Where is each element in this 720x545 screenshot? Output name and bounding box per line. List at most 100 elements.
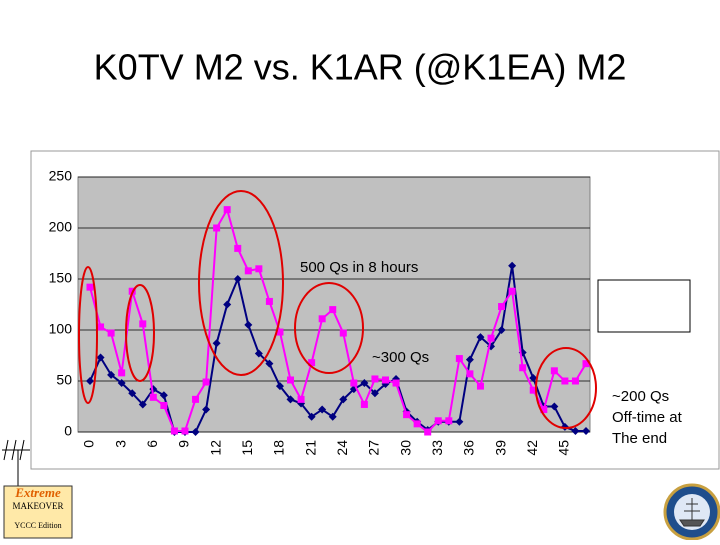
logo-left: Extreme MAKEOVER YCCC Edition bbox=[2, 439, 73, 539]
point bbox=[159, 391, 168, 400]
point bbox=[286, 395, 295, 404]
point bbox=[455, 417, 464, 426]
point bbox=[571, 426, 580, 435]
point bbox=[170, 427, 178, 435]
point bbox=[434, 417, 442, 425]
point bbox=[360, 379, 369, 388]
point bbox=[329, 306, 337, 314]
point bbox=[244, 320, 253, 329]
x-tick-label: 36 bbox=[461, 440, 477, 456]
point bbox=[297, 395, 305, 403]
point bbox=[118, 369, 126, 377]
x-tick-label: 30 bbox=[397, 440, 413, 456]
point bbox=[308, 359, 316, 367]
x-tick-label: 6 bbox=[144, 440, 160, 448]
point bbox=[413, 420, 421, 428]
point bbox=[97, 323, 105, 331]
point bbox=[96, 353, 105, 362]
logo-title: Extreme bbox=[14, 485, 61, 500]
point bbox=[202, 378, 210, 386]
logo-right bbox=[663, 483, 720, 541]
highlight-ellipses bbox=[78, 190, 597, 429]
point bbox=[392, 379, 400, 387]
point bbox=[128, 389, 137, 398]
point bbox=[487, 334, 495, 342]
point bbox=[191, 428, 200, 436]
slide-title: K0TV M2 vs. K1AR (@K1EA) M2 bbox=[94, 47, 627, 88]
point bbox=[571, 377, 579, 385]
point bbox=[255, 265, 263, 273]
point bbox=[86, 377, 94, 385]
point bbox=[149, 393, 157, 401]
legend-box bbox=[597, 279, 691, 333]
point bbox=[508, 287, 516, 295]
annotation: ~200 Qs bbox=[612, 388, 669, 405]
annotation: Off-time at bbox=[612, 409, 683, 426]
point bbox=[234, 244, 242, 252]
point bbox=[223, 300, 232, 309]
x-tick-label: 0 bbox=[81, 440, 97, 448]
point bbox=[465, 355, 474, 364]
point bbox=[181, 427, 189, 435]
point bbox=[117, 379, 126, 388]
y-tick-label: 100 bbox=[49, 321, 73, 337]
logo-text: MAKEOVER bbox=[13, 501, 64, 511]
point bbox=[370, 389, 379, 398]
point bbox=[476, 382, 484, 390]
point bbox=[107, 370, 116, 379]
y-tick-label: 0 bbox=[64, 423, 72, 439]
point bbox=[540, 406, 548, 414]
point bbox=[403, 411, 411, 419]
point bbox=[233, 275, 242, 283]
x-tick-label: 21 bbox=[302, 440, 318, 456]
point bbox=[498, 303, 506, 311]
point bbox=[371, 375, 379, 383]
x-tick-label: 33 bbox=[429, 440, 445, 456]
y-tick-label: 200 bbox=[49, 219, 73, 235]
point bbox=[529, 386, 537, 394]
x-tick-label: 15 bbox=[239, 440, 255, 456]
annotation: 500 Qs in 8 hours bbox=[300, 259, 418, 276]
point bbox=[276, 328, 284, 336]
point bbox=[360, 400, 368, 408]
point bbox=[86, 283, 94, 291]
point bbox=[265, 359, 274, 368]
point bbox=[476, 333, 485, 342]
x-tick-label: 24 bbox=[334, 440, 350, 456]
point bbox=[244, 267, 252, 275]
point bbox=[202, 405, 211, 414]
point bbox=[445, 417, 453, 425]
point bbox=[466, 370, 474, 378]
point bbox=[339, 329, 347, 337]
x-tick-label: 27 bbox=[366, 440, 382, 456]
point bbox=[497, 326, 506, 334]
point bbox=[160, 401, 168, 409]
point bbox=[223, 206, 231, 214]
x-tick-label: 3 bbox=[112, 440, 128, 448]
point bbox=[381, 376, 389, 384]
annotation: The end bbox=[612, 430, 667, 447]
point bbox=[192, 395, 200, 403]
annotation: ~300 Qs bbox=[372, 349, 429, 366]
point bbox=[318, 405, 327, 414]
point bbox=[212, 339, 221, 348]
x-tick-label: 42 bbox=[524, 440, 540, 456]
point bbox=[287, 376, 295, 384]
x-tick-label: 12 bbox=[207, 440, 223, 456]
y-tick-label: 250 bbox=[49, 168, 73, 184]
point bbox=[508, 261, 517, 270]
point bbox=[213, 224, 221, 232]
point bbox=[550, 402, 559, 411]
point bbox=[254, 349, 263, 358]
point bbox=[339, 395, 348, 404]
point bbox=[275, 382, 284, 391]
point bbox=[455, 355, 463, 363]
point bbox=[550, 367, 558, 375]
point bbox=[529, 373, 538, 382]
point bbox=[519, 364, 527, 372]
y-tick-label: 150 bbox=[49, 270, 73, 286]
x-tick-label: 45 bbox=[556, 440, 572, 456]
x-tick-label: 18 bbox=[271, 440, 287, 456]
point bbox=[138, 400, 147, 409]
